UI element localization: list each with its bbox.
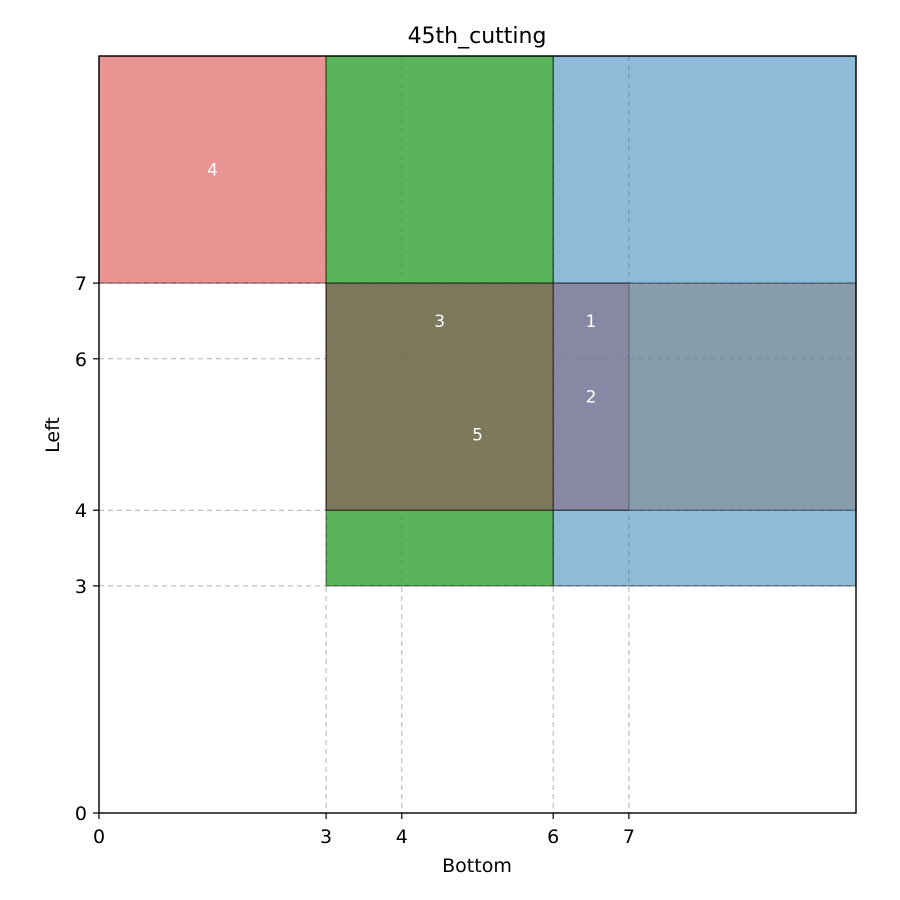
- rectangle-label: 4: [207, 161, 218, 181]
- rectangle-label: 5: [472, 426, 483, 446]
- rectangle-label: 1: [586, 312, 597, 332]
- annotations-layer: 4 3 1 2 5: [207, 161, 596, 446]
- chart-title: 45th_cutting: [408, 24, 547, 49]
- ticks-layer: 0 3 4 6 7 0 3 4 6 7: [75, 273, 635, 848]
- x-axis-label: Bottom: [442, 855, 512, 877]
- rectangles-layer: [98, 55, 857, 587]
- plot-frame: [98, 55, 857, 814]
- y-tick-label: 3: [75, 576, 87, 598]
- cut-rectangle: [325, 282, 554, 511]
- y-axis-label: Left: [42, 417, 64, 453]
- x-tick-label: 7: [623, 826, 635, 848]
- x-tick-label: 6: [547, 826, 559, 848]
- y-tick-label: 7: [75, 273, 87, 295]
- x-tick-label: 0: [93, 826, 105, 848]
- y-tick-label: 0: [75, 803, 87, 825]
- rectangle-label: 2: [586, 388, 597, 408]
- x-tick-label: 3: [320, 826, 332, 848]
- y-tick-label: 6: [75, 349, 87, 371]
- y-tick-label: 4: [75, 500, 87, 522]
- rectangle-label: 3: [434, 312, 445, 332]
- x-tick-label: 4: [396, 826, 408, 848]
